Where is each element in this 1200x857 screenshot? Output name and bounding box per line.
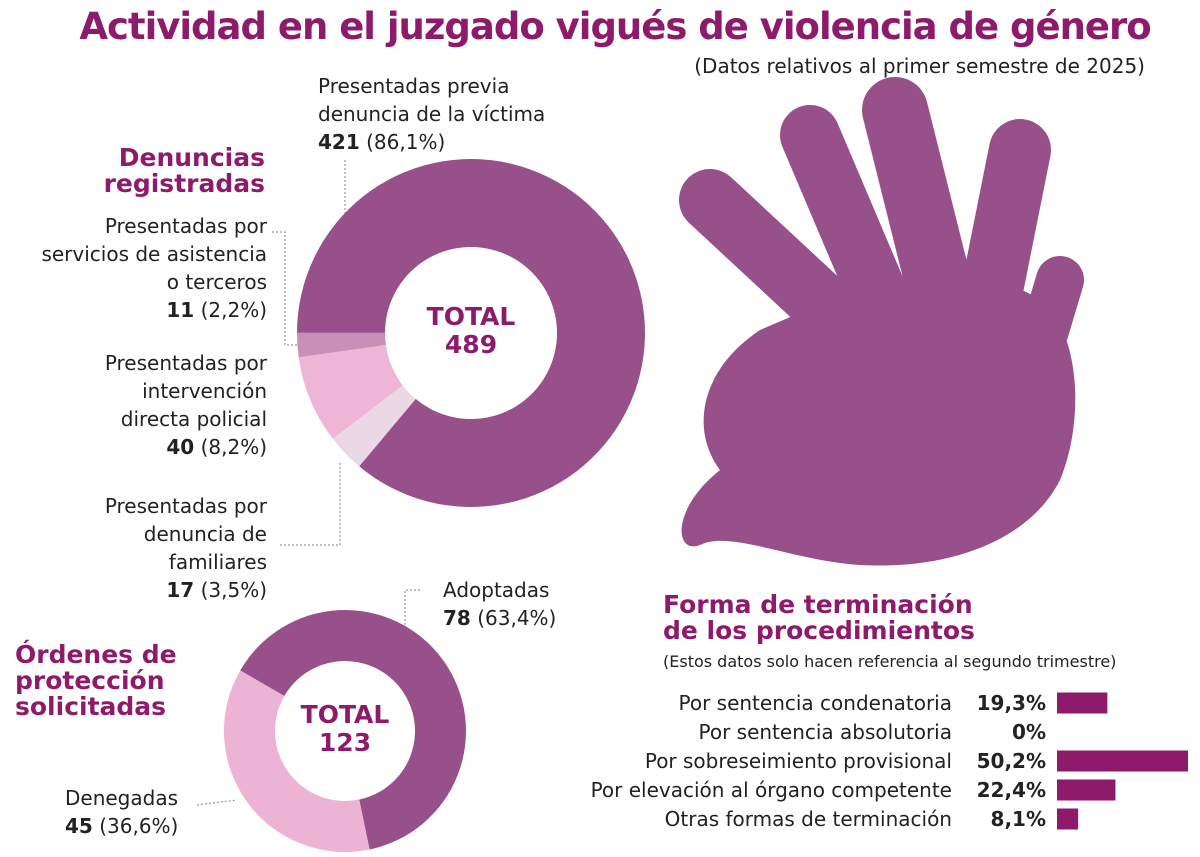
center-total: 123	[318, 728, 372, 757]
value-line: 421 (86,1%)	[318, 128, 545, 156]
bar	[1057, 692, 1108, 714]
value-line: 45 (36,6%)	[65, 812, 178, 840]
bar	[1057, 779, 1116, 801]
slice-label: Denegadas 45 (36,6%)	[65, 784, 178, 840]
value-line: 11 (2,2%)	[41, 296, 267, 324]
slice-label: Presentadas previa denuncia de la víctim…	[318, 72, 545, 156]
value-label: 421	[318, 130, 360, 154]
value-label: 8,1%	[990, 807, 1046, 831]
category-label: Presentadas por intervención directa pol…	[104, 351, 267, 431]
slice-label: Presentadas por servicios de asistencia …	[41, 212, 267, 324]
share-label: (3,5%)	[200, 578, 267, 602]
share-label: (8,2%)	[200, 435, 267, 459]
share-label: (86,1%)	[366, 130, 446, 154]
value-label: 17	[166, 578, 195, 602]
value-label: 0%	[1012, 720, 1046, 744]
page-title: Actividad en el juzgado vigués de violen…	[79, 5, 1151, 48]
donut-slice	[332, 385, 416, 467]
chart-title: Denuncias registradas	[103, 143, 265, 198]
category-label: Por sentencia condenatoria	[678, 691, 952, 715]
hand-print	[679, 77, 1084, 566]
center-label: TOTAL	[426, 302, 516, 331]
share-label: (63,4%)	[477, 606, 557, 630]
category-label: Presentadas por denuncia de familiares	[104, 494, 267, 574]
leader-line	[280, 462, 341, 546]
category-label: Por sobreseimiento provisional	[644, 749, 952, 773]
leader-line	[272, 231, 300, 346]
donut-slice	[296, 332, 386, 358]
category-label: Presentadas previa denuncia de la víctim…	[318, 74, 546, 126]
center-total: 489	[444, 330, 498, 359]
category-label: Por sentencia absolutoria	[698, 720, 952, 744]
chart-subtitle: (Estos datos solo hacen referencia al se…	[663, 652, 1117, 671]
value-label: 78	[443, 606, 471, 630]
value-label: 22,4%	[976, 778, 1046, 802]
category-label: Otras formas de terminación	[664, 807, 952, 831]
bar	[1057, 750, 1188, 772]
value-label: 11	[166, 298, 195, 322]
category-label: Presentadas por servicios de asistencia …	[41, 214, 267, 294]
bar	[1057, 808, 1079, 830]
leader-lines	[196, 160, 420, 806]
category-label: Por elevación al órgano competente	[590, 778, 952, 802]
chart-title: Órdenes de protección solicitadas	[15, 640, 177, 721]
slice-label: Adoptadas 78 (63,4%)	[443, 576, 556, 632]
value-label: 19,3%	[976, 691, 1046, 715]
chart-title: Forma de terminación de los procedimient…	[663, 590, 975, 645]
value-line: 78 (63,4%)	[443, 604, 556, 632]
share-label: (2,2%)	[200, 298, 267, 322]
leader-line	[196, 799, 238, 806]
slice-label: Presentadas por intervención directa pol…	[105, 349, 267, 461]
slice-label: Presentadas por denuncia de familiares 17…	[105, 492, 267, 604]
leader-line	[404, 589, 420, 628]
donut-slice	[223, 670, 370, 853]
donut-slice	[298, 345, 403, 439]
share-label: (36,6%)	[99, 814, 179, 838]
value-label: 40	[166, 435, 195, 459]
value-label: 45	[65, 814, 93, 838]
value-label: 50,2%	[976, 749, 1046, 773]
category-label: Denegadas	[65, 786, 179, 810]
value-line: 17 (3,5%)	[105, 576, 267, 604]
donut-slice	[240, 610, 466, 850]
value-line: 40 (8,2%)	[105, 433, 267, 461]
center-label: TOTAL	[300, 700, 390, 729]
category-label: Adoptadas	[443, 578, 550, 602]
donut-slice	[297, 158, 645, 507]
page-subtitle: (Datos relativos al primer semestre de 2…	[694, 54, 1145, 78]
